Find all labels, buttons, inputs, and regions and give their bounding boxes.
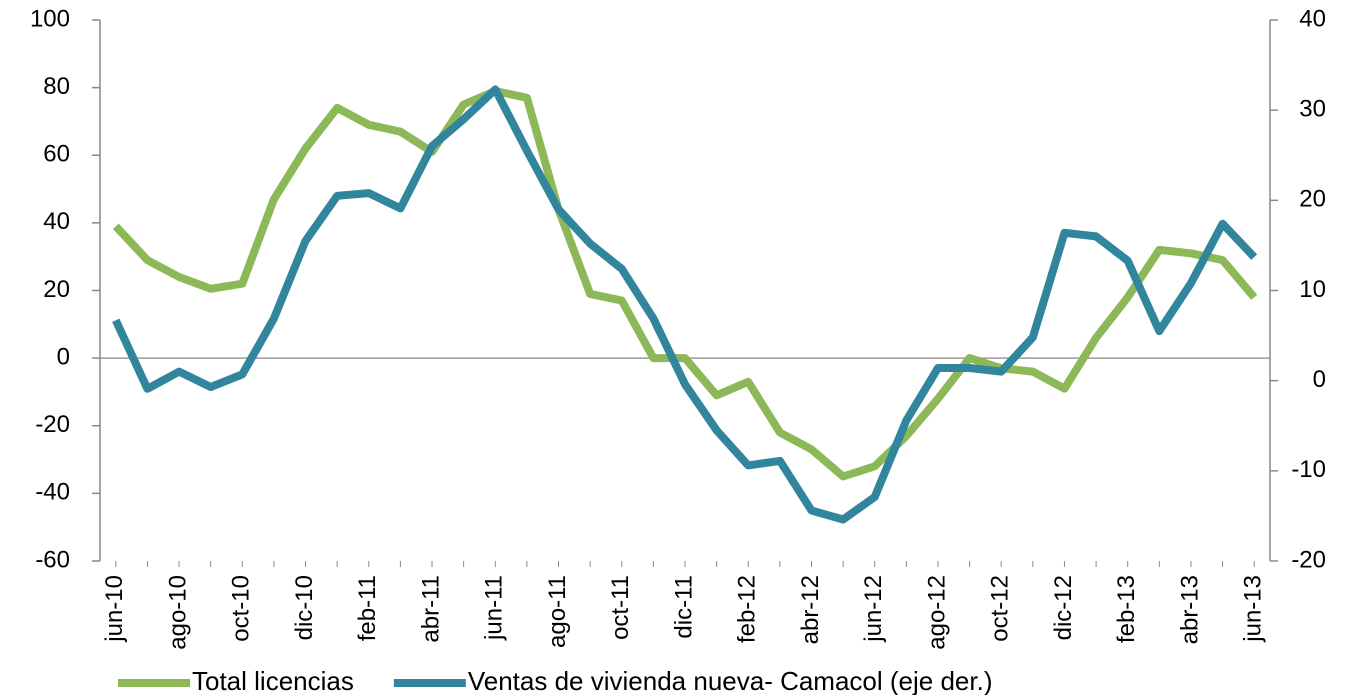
x-tick-label: ago-10 (164, 575, 191, 650)
y2-tick-label: 0 (1313, 366, 1326, 393)
y2-tick-label: 40 (1299, 5, 1326, 32)
x-tick-label: dic-10 (291, 575, 318, 640)
series-line (112, 85, 1258, 524)
y-tick-label: 0 (57, 343, 70, 370)
x-tick-label: feb-11 (354, 575, 381, 641)
y2-tick-label: -20 (1291, 546, 1326, 573)
y-tick-label: -40 (35, 479, 70, 506)
legend: Total licencias Ventas de vivienda nueva-… (118, 666, 993, 695)
y-tick-label: 60 (43, 141, 70, 168)
x-tick-label: ago-11 (544, 575, 571, 648)
x-tick-label: ago-12 (923, 575, 950, 650)
x-tick-label: feb-12 (734, 575, 761, 643)
y2-tick-label: -10 (1291, 456, 1326, 483)
x-tick-label: jun-13 (1240, 575, 1267, 643)
y-tick-label: -20 (35, 411, 70, 438)
y-tick-label: 80 (43, 73, 70, 100)
legend-label: Ventas de vivienda nueva- Camacol (eje d… (468, 666, 993, 695)
x-tick-label: jun-11 (481, 575, 508, 641)
y-tick-label: 40 (43, 208, 70, 235)
x-tick-label: oct-11 (607, 575, 634, 640)
y-tick-label: 100 (30, 5, 70, 32)
x-tick-label: feb-13 (1113, 575, 1140, 643)
y2-tick-label: 20 (1299, 186, 1326, 213)
y2-tick-label: 10 (1299, 276, 1326, 303)
x-tick-label: jun-12 (860, 575, 887, 643)
x-tick-label: dic-12 (1050, 575, 1077, 640)
x-tick-label: oct-12 (987, 575, 1014, 642)
y2-tick-label: 30 (1299, 96, 1326, 123)
x-tick-label: abr-12 (797, 575, 824, 644)
y-tick-label: 20 (43, 276, 70, 303)
x-tick-label: abr-13 (1176, 575, 1203, 644)
legend-label: Total licencias (192, 666, 354, 695)
x-tick-label: abr-11 (417, 575, 444, 643)
y-tick-label: -60 (35, 546, 70, 573)
x-tick-label: dic-11 (670, 575, 697, 639)
x-tick-label: oct-10 (228, 575, 255, 642)
x-tick-label: jun-10 (101, 575, 128, 643)
series-line (112, 87, 1258, 481)
